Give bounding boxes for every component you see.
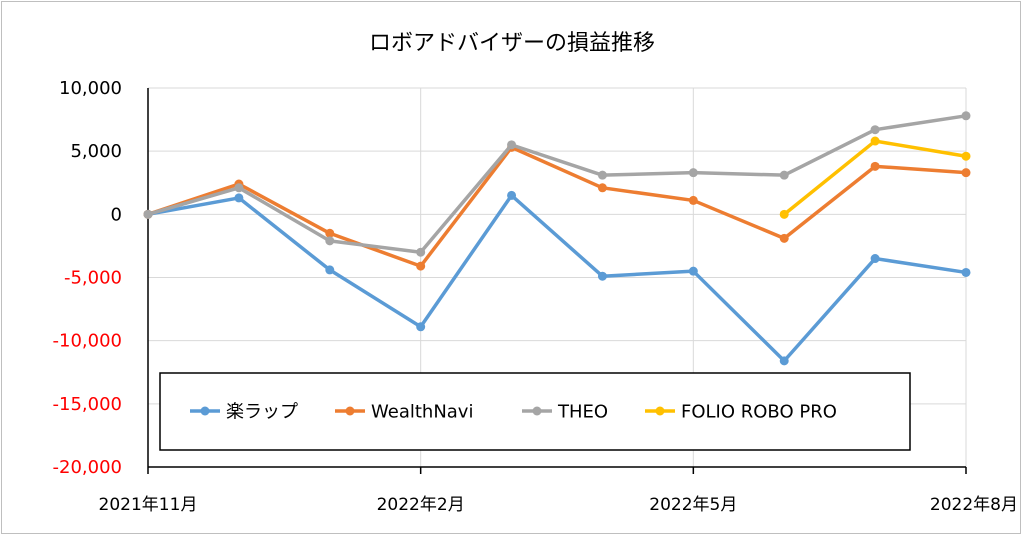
legend-label: 楽ラップ [226, 402, 298, 423]
legend-swatch-marker [345, 406, 355, 416]
series-layer [143, 111, 971, 366]
legend-label: THEO [557, 402, 608, 423]
data-point [597, 271, 607, 281]
data-point [870, 254, 880, 264]
y-tick-label: -15,000 [53, 394, 122, 415]
legend: 楽ラップ WealthNavi THEO FOLIO ROBO PRO [159, 372, 911, 451]
data-point [961, 267, 971, 277]
series-THEO [143, 111, 971, 257]
y-tick-label: -10,000 [53, 331, 122, 352]
legend-box [159, 372, 911, 451]
x-tick-label: 2022年2月 [377, 495, 465, 515]
y-tick-label: -5,000 [64, 268, 122, 289]
data-point [688, 266, 698, 276]
data-point [961, 111, 971, 121]
data-point [870, 125, 880, 135]
data-point [507, 140, 517, 150]
legend-swatch-marker [655, 406, 665, 416]
series-line [147, 193, 967, 363]
data-point [688, 168, 698, 178]
x-tick-label: 2022年5月 [649, 495, 737, 515]
data-point [597, 170, 607, 180]
data-point [961, 168, 971, 178]
x-tick-label: 2021年11月 [99, 495, 198, 515]
y-tick-label: 0 [111, 204, 122, 225]
legend-label: FOLIO ROBO PRO [681, 402, 837, 423]
data-point [597, 183, 607, 193]
data-point [870, 136, 880, 146]
x-tick-label: 2022年8月 [930, 495, 1018, 515]
data-point [416, 322, 426, 332]
y-axis-ticks: -20,000 -15,000 -10,000 -5,000 0 5,000 10,000 [53, 78, 122, 478]
series-FOLIO ROBO PRO [779, 136, 971, 219]
y-tick-label: -20,000 [53, 457, 122, 478]
data-point [325, 228, 335, 238]
data-point [416, 247, 426, 257]
legend-label: WealthNavi [371, 402, 473, 423]
data-point [234, 183, 244, 193]
data-point [779, 233, 789, 243]
data-point [234, 193, 244, 203]
series-楽ラップ [143, 190, 971, 366]
legend-swatch-marker [532, 406, 542, 416]
data-point [688, 195, 698, 205]
data-point [870, 161, 880, 171]
data-point [779, 209, 789, 219]
legend-swatch-marker [200, 406, 210, 416]
data-point [961, 151, 971, 161]
x-axis-ticks: 2021年11月 2022年2月 2022年5月 2022年8月 [99, 467, 1018, 515]
chart-title: ロボアドバイザーの損益推移 [369, 31, 655, 56]
data-point [325, 265, 335, 275]
data-point [779, 170, 789, 180]
data-point [143, 209, 153, 219]
series-line [783, 139, 967, 216]
data-point [325, 236, 335, 246]
data-point [507, 190, 517, 200]
series-line [147, 145, 967, 268]
y-tick-label: 5,000 [70, 141, 122, 162]
axes [147, 88, 966, 468]
y-tick-label: 10,000 [59, 78, 122, 99]
data-point [416, 261, 426, 271]
series-line [147, 114, 967, 254]
data-point [779, 356, 789, 366]
